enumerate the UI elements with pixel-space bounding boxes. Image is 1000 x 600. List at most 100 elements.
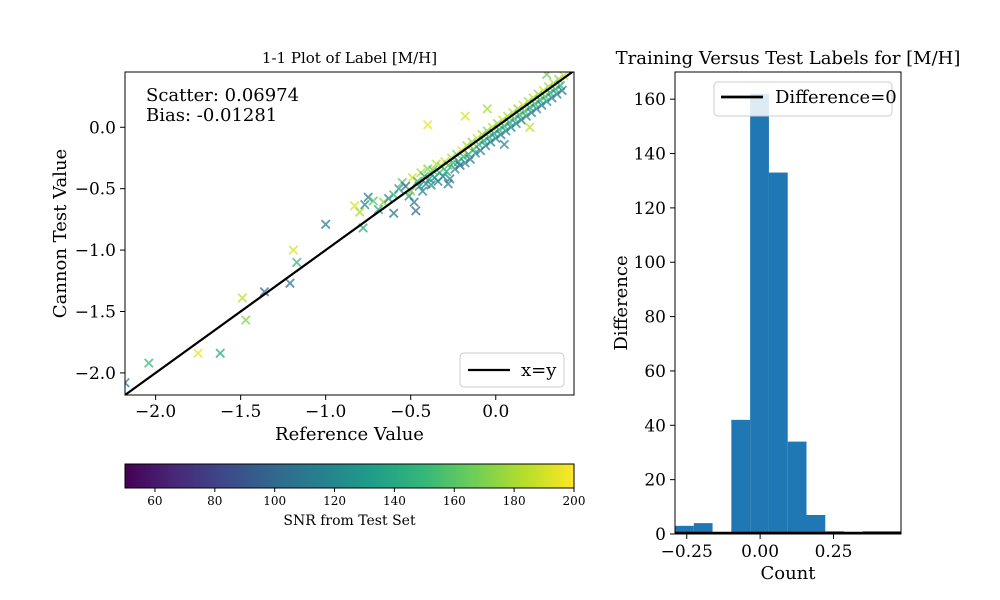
scatter-y-label: Cannon Test Value <box>50 149 71 318</box>
scatter-point <box>393 183 404 194</box>
histogram-legend-label: Difference=0 <box>775 87 897 108</box>
scatter-point <box>480 140 491 151</box>
scatter-point <box>363 192 374 203</box>
scatter-legend: x=y <box>459 352 565 388</box>
scatter-point <box>143 358 154 368</box>
colorbar-tick-label: 80 <box>207 494 222 508</box>
scatter-point <box>516 115 527 125</box>
scatter-point <box>215 348 226 359</box>
colorbar-ticks: 60 80 100 120 140 160 180 200 <box>147 488 585 508</box>
scatter-point <box>419 171 430 182</box>
hist-y-tick-label: 40 <box>644 416 666 436</box>
colorbar: 60 80 100 120 140 160 180 200 SNR from Test Set <box>124 463 585 529</box>
scatter-point <box>531 104 542 114</box>
scatter-point <box>407 172 418 183</box>
scatter-point <box>558 72 569 81</box>
scatter-stat: Scatter: 0.06974 <box>146 85 299 106</box>
histogram-bars <box>675 93 901 534</box>
histogram-bar <box>806 514 826 534</box>
colorbar-tick-label: 100 <box>263 494 286 508</box>
hist-y-tick-label: 60 <box>644 362 666 382</box>
scatter-point <box>438 171 448 182</box>
hist-x-tick-label: 0.25 <box>815 542 853 562</box>
x-tick-label: −1.0 <box>305 402 346 422</box>
histogram-panel: Training Versus Test Labels for [M/H] −0… <box>611 48 960 584</box>
colorbar-tick-label: 140 <box>383 494 406 508</box>
scatter-point <box>499 139 510 150</box>
scatter-point <box>417 186 428 196</box>
scatter-point <box>388 208 399 219</box>
scatter-point <box>547 92 557 103</box>
scatter-point <box>524 122 535 133</box>
scatter-legend-box <box>459 352 565 388</box>
scatter-point <box>193 348 203 359</box>
x-tick-label: −0.5 <box>390 402 431 422</box>
histogram-bar <box>731 419 751 534</box>
scatter-point <box>490 133 501 144</box>
hist-y-tick-label: 140 <box>634 145 666 165</box>
scatter-panel: 1-1 Plot of Label [M/H] −2.0 −1.5 −1.0 −0.5… <box>50 49 575 445</box>
scatter-point <box>410 205 421 216</box>
scatter-point <box>526 107 537 118</box>
scatter-point <box>405 186 416 196</box>
hist-y-tick-label: 160 <box>634 90 666 110</box>
scatter-point <box>482 104 493 114</box>
y-tick-label: −1.5 <box>75 302 116 322</box>
y-tick-label: −0.5 <box>75 180 116 200</box>
histogram-y-ticks: 0 20 40 60 80 100 120 140 160 <box>634 90 675 545</box>
scatter-point <box>428 165 438 176</box>
scatter-point <box>536 100 547 110</box>
colorbar-label: SNR from Test Set <box>283 513 416 529</box>
scatter-point <box>467 137 477 147</box>
hist-x-tick-label: −0.25 <box>661 542 713 562</box>
colorbar-tick-label: 160 <box>443 494 466 508</box>
scatter-points <box>125 72 569 388</box>
scatter-point <box>521 111 532 122</box>
scatter-point <box>373 204 384 215</box>
scatter-point <box>237 293 248 303</box>
scatter-y-ticks: −2.0 −1.5 −1.0 −0.5 0.0 <box>75 118 125 384</box>
scatter-axes-frame <box>124 71 575 396</box>
x-tick-label: 0.0 <box>482 402 509 422</box>
scatter-point <box>501 126 511 136</box>
scatter-point <box>426 180 436 190</box>
scatter-point <box>422 119 433 130</box>
scatter-x-ticks: −2.0 −1.5 −1.0 −0.5 0.0 <box>135 395 509 422</box>
colorbar-tick-label: 180 <box>503 494 526 508</box>
x-tick-label: −2.0 <box>135 402 176 422</box>
hist-y-tick-label: 80 <box>644 308 666 328</box>
scatter-point <box>240 315 251 325</box>
scatter-point <box>455 160 465 171</box>
hist-y-tick-label: 100 <box>634 253 666 273</box>
histogram-title: Training Versus Test Labels for [M/H] <box>616 48 961 69</box>
scatter-point <box>552 89 562 99</box>
scatter-point <box>541 96 552 107</box>
scatter-point <box>354 207 365 217</box>
hist-x-tick-label: 0.00 <box>741 542 779 562</box>
scatter-point <box>320 219 331 230</box>
scatter-point <box>443 178 453 189</box>
y-tick-label: −1.0 <box>75 241 116 261</box>
scatter-point <box>557 85 567 96</box>
scatter-point <box>259 287 270 297</box>
scatter-point <box>541 72 552 80</box>
x-tick-label: −1.5 <box>220 402 261 422</box>
scatter-point <box>485 137 496 147</box>
histogram-y-label: Difference <box>611 255 632 350</box>
scatter-point <box>511 118 522 129</box>
scatter-point <box>291 257 302 268</box>
scatter-title: 1-1 Plot of Label [M/H] <box>262 49 437 67</box>
scatter-point <box>368 196 379 206</box>
histogram-bar <box>675 525 694 534</box>
scatter-point <box>285 278 295 289</box>
histogram-bar <box>768 172 788 534</box>
scatter-point <box>450 164 460 174</box>
scatter-point <box>460 158 470 168</box>
histogram-bar <box>787 441 807 534</box>
histogram-bar <box>750 93 769 534</box>
hist-y-tick-label: 120 <box>634 199 666 219</box>
scatter-point <box>470 148 481 158</box>
colorbar-tick-label: 120 <box>323 494 346 508</box>
scatter-point <box>359 199 370 210</box>
